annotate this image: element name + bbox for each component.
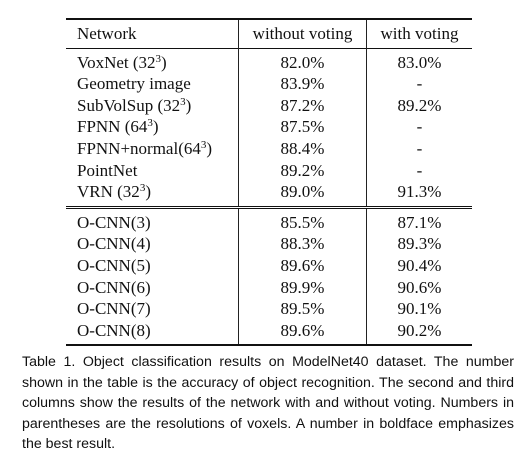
- with-voting-cell: 90.6%: [366, 276, 472, 299]
- resolution-exponent: 3: [155, 52, 162, 65]
- resolution-exponent: 3: [200, 138, 207, 151]
- network-name-cell: O-CNN(7): [66, 298, 239, 320]
- network-name-cell: FPNN+normal(643): [66, 138, 239, 160]
- network-name: O-CNN(6): [77, 277, 151, 297]
- network-name-cell: VoxNet (323): [66, 48, 239, 73]
- with-voting-cell: -: [366, 159, 472, 182]
- results-table: Network without voting with voting VoxNe…: [66, 18, 472, 346]
- network-name: Geometry image: [77, 74, 191, 94]
- with-voting-cell: 89.2%: [366, 94, 472, 117]
- with-voting-cell: 90.1%: [366, 298, 472, 320]
- network-name: O-CNN(4): [77, 234, 151, 254]
- table-row: FPNN (643) 87.5% -: [66, 116, 472, 138]
- table-caption: Table 1. Object classification results o…: [22, 354, 514, 453]
- header-without-voting: without voting: [238, 19, 367, 49]
- without-voting-cell: 88.3%: [238, 233, 367, 255]
- network-name-cell: FPNN (643): [66, 116, 239, 138]
- network-name-cell: VRN (323): [66, 181, 239, 207]
- table-row: O-CNN(5) 89.6% 90.4%: [66, 254, 472, 277]
- with-voting-cell: 89.3%: [366, 233, 472, 255]
- table-row: VRN (323) 89.0% 91.3%: [66, 181, 472, 208]
- resolution-exponent: 3: [180, 95, 186, 108]
- table-row: SubVolSup (323) 87.2% 89.2%: [66, 94, 472, 117]
- without-voting-cell: 88.4%: [238, 137, 367, 160]
- with-voting-cell: 83.0%: [366, 48, 472, 74]
- network-name-cell: Geometry image: [66, 73, 239, 95]
- network-name: SubVolSup (32: [77, 95, 181, 115]
- network-name: O-CNN(3): [77, 212, 151, 232]
- network-name-cell: PointNet: [66, 160, 239, 182]
- network-name: O-CNN(7): [77, 299, 151, 319]
- network-name-suffix: ): [185, 95, 192, 115]
- resolution-exponent: 3: [147, 117, 153, 130]
- with-voting-cell: 87.1%: [366, 207, 472, 234]
- without-voting-cell: 87.5%: [238, 116, 367, 138]
- network-name-suffix: ): [145, 182, 151, 202]
- without-voting-cell: 89.2%: [238, 159, 367, 182]
- with-voting-cell: 90.2%: [366, 319, 472, 346]
- resolution-exponent: 3: [139, 182, 146, 195]
- without-voting-cell: 89.6%: [238, 254, 367, 277]
- with-voting-cell: -: [366, 137, 472, 160]
- without-voting-cell: 82.0%: [238, 48, 367, 74]
- network-name-cell: O-CNN(4): [66, 233, 239, 255]
- without-voting-cell: 89.6%: [238, 319, 367, 346]
- without-voting-cell: 83.9%: [238, 73, 367, 95]
- without-voting-cell: 87.2%: [238, 94, 367, 117]
- network-name: VoxNet (32: [77, 52, 156, 72]
- network-name-cell: O-CNN(8): [66, 320, 239, 346]
- table-row: PointNet 89.2% -: [66, 159, 472, 182]
- header-with-voting: with voting: [366, 19, 472, 49]
- table-row: O-CNN(8) 89.6% 90.2%: [66, 319, 472, 346]
- with-voting-cell: -: [366, 116, 472, 138]
- without-voting-cell: 89.9%: [238, 276, 367, 299]
- results-table-body: VoxNet (323) 82.0% 83.0% Geometry image 83.9…: [66, 48, 472, 346]
- network-name-suffix: ): [161, 52, 167, 72]
- network-name: O-CNN(5): [77, 255, 151, 275]
- table-row: FPNN+normal(643) 88.4% -: [66, 137, 472, 160]
- table-row: O-CNN(4) 88.3% 89.3%: [66, 233, 472, 255]
- table-row: O-CNN(3) 85.5% 87.1%: [66, 207, 472, 234]
- with-voting-cell: 91.3%: [366, 181, 472, 208]
- without-voting-cell: 89.5%: [238, 298, 367, 320]
- table-row: O-CNN(6) 89.9% 90.6%: [66, 276, 472, 299]
- network-name-cell: O-CNN(3): [66, 207, 239, 233]
- network-name: PointNet: [77, 160, 138, 180]
- network-name: FPNN (64: [77, 117, 148, 137]
- network-name-suffix: ): [152, 117, 159, 137]
- table-row: VoxNet (323) 82.0% 83.0%: [66, 48, 472, 74]
- with-voting-cell: -: [366, 73, 472, 95]
- network-name: FPNN+normal(64: [77, 138, 201, 158]
- network-name-suffix: ): [206, 138, 213, 158]
- header-network: Network: [77, 24, 137, 43]
- network-name-cell: SubVolSup (323): [66, 95, 239, 117]
- with-voting-cell: 90.4%: [366, 254, 472, 277]
- without-voting-cell: 85.5%: [238, 207, 367, 234]
- without-voting-cell: 89.0%: [238, 181, 367, 208]
- table-row: Geometry image 83.9% -: [66, 73, 472, 95]
- network-name: O-CNN(8): [77, 320, 151, 340]
- network-name: VRN (32: [77, 182, 140, 202]
- table-row: O-CNN(7) 89.5% 90.1%: [66, 298, 472, 320]
- network-name-cell: O-CNN(5): [66, 255, 239, 277]
- network-name-cell: O-CNN(6): [66, 277, 239, 299]
